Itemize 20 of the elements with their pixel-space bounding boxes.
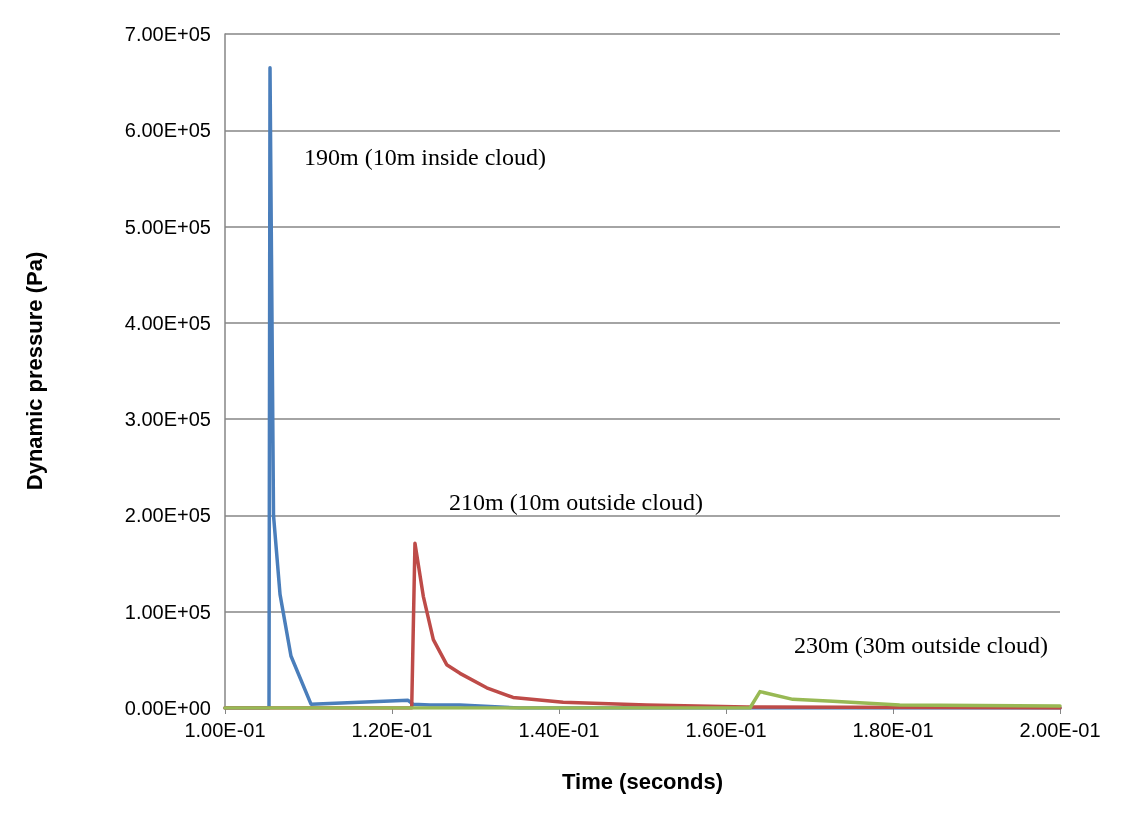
y-tick-label: 4.00E+05 — [124, 311, 211, 334]
x-tick-label: 1.40E-01 — [518, 719, 600, 741]
y-axis-title: Dynamic pressure (Pa) — [21, 251, 47, 491]
y-tick-label: 7.00E+05 — [124, 23, 211, 45]
series-label: 190m (10m inside cloud) — [304, 143, 546, 170]
series-label: 210m (10m outside cloud) — [448, 489, 703, 516]
series-label: 230m (30m outside cloud) — [793, 632, 1048, 658]
x-tick-label: 1.20E-01 — [351, 719, 433, 741]
line-series — [223, 689, 1062, 710]
x-axis-title: Time (seconds) — [562, 768, 723, 794]
x-tick-label: 1.80E-01 — [852, 719, 934, 741]
y-tick-label: 2.00E+05 — [124, 504, 211, 527]
y-tick-label: 3.00E+05 — [124, 408, 211, 431]
x-tick-label: 2.00E-01 — [1019, 719, 1101, 741]
y-tick-label: 0.00E+00 — [124, 697, 211, 719]
y-tick-label: 1.00E+05 — [124, 600, 211, 623]
x-tick-label: 1.60E-01 — [685, 719, 767, 741]
x-tick-label: 1.00E-01 — [184, 719, 266, 741]
y-tick-label: 6.00E+05 — [124, 119, 211, 142]
y-tick-label: 5.00E+05 — [124, 215, 211, 238]
